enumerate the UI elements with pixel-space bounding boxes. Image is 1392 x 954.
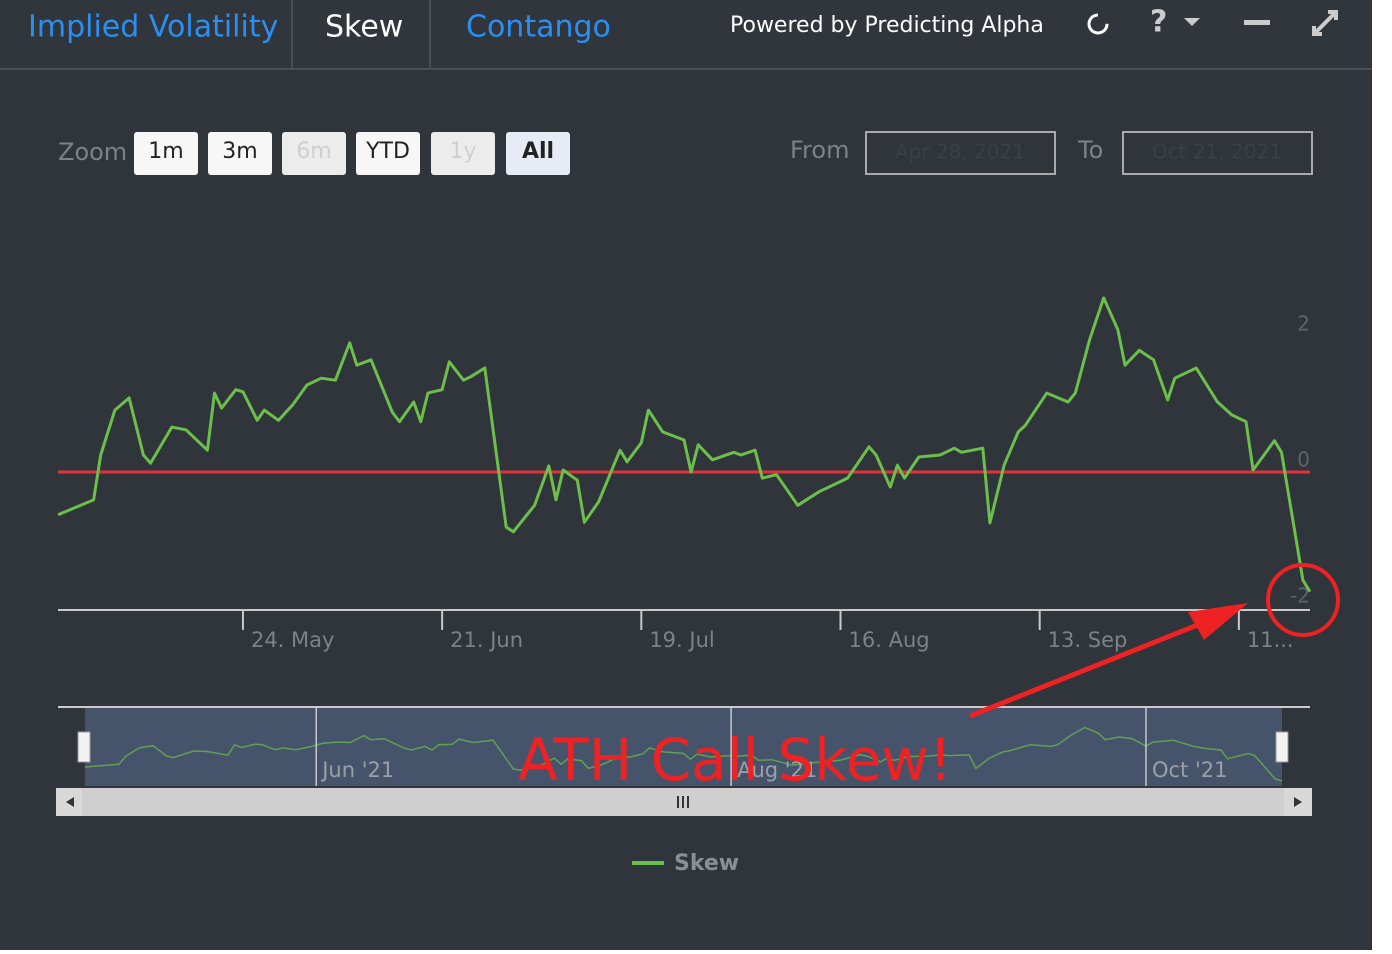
tab[interactable]: Implied Volatility <box>28 10 278 45</box>
loader-icon <box>1087 13 1109 35</box>
navigator-mask <box>85 708 1282 786</box>
arrow-shaft <box>969 621 1201 719</box>
highlight-circle <box>1266 563 1340 637</box>
y-tick-label: -2 <box>1290 584 1310 608</box>
x-tick-label: 13. Sep <box>1048 628 1128 652</box>
zoom-button-label[interactable]: All <box>522 139 554 164</box>
y-tick-label: 0 <box>1297 448 1310 472</box>
navigator-line <box>84 726 1283 782</box>
zoom-buttons: 1m 3m 6m YTD 1y All <box>134 132 570 175</box>
zoom-button-label[interactable]: 3m <box>222 139 257 164</box>
scroll-left[interactable] <box>66 797 74 807</box>
x-tick-label: 21. Jun <box>450 628 523 652</box>
help-icon[interactable]: ? <box>1150 5 1167 40</box>
x-tick-label: 24. May <box>251 628 334 652</box>
navigator-handle[interactable] <box>77 731 91 763</box>
zoom-button-label[interactable]: 6m <box>296 139 331 164</box>
scroll-right[interactable] <box>1294 797 1302 807</box>
zoom-button[interactable] <box>431 132 495 175</box>
legend: Skew <box>632 851 739 876</box>
expand-icon[interactable] <box>1312 10 1338 36</box>
navigator-tick-label: Oct '21 <box>1152 758 1227 782</box>
powered-by[interactable]: Powered by Predicting Alpha <box>730 13 1044 38</box>
tab[interactable]: Skew <box>325 10 403 45</box>
x-tick-label: 19. Jul <box>649 628 714 652</box>
zoom-button-label[interactable]: 1m <box>148 139 183 164</box>
annotation-layer: ATH Call Skew! <box>518 563 1340 794</box>
legend-label[interactable]: Skew <box>674 851 739 876</box>
annotation-text: ATH Call Skew! <box>518 726 952 794</box>
scroll-grip <box>677 796 689 808</box>
header <box>0 0 1372 68</box>
dropdown-caret[interactable] <box>1184 18 1200 26</box>
minimize-icon[interactable] <box>1244 20 1270 25</box>
to-input[interactable] <box>1122 131 1313 175</box>
to-value[interactable]: Oct 21, 2021 <box>1152 140 1282 164</box>
y-tick-label: 2 <box>1297 312 1310 336</box>
from-label: From <box>790 136 849 164</box>
x-tick-label: 16. Aug <box>849 628 930 652</box>
from-value[interactable]: Apr 28, 2021 <box>895 140 1025 164</box>
series-line <box>57 296 1312 593</box>
zoom-button-label[interactable]: YTD <box>365 139 410 164</box>
from-input[interactable] <box>865 131 1056 175</box>
navigator-handle[interactable] <box>1275 731 1289 763</box>
zoom-button[interactable] <box>208 132 272 175</box>
zoom-button[interactable] <box>134 132 198 175</box>
zoom-button[interactable] <box>282 132 346 175</box>
navigator-tick-label: Jun '21 <box>320 758 394 782</box>
navigator: Jun '21 Aug '21 Oct '21 <box>84 708 1283 786</box>
zoom-label: Zoom <box>58 138 127 166</box>
arrow-head <box>1188 603 1248 640</box>
zoom-button[interactable] <box>506 132 570 175</box>
zoom-button-label[interactable]: 1y <box>449 139 476 164</box>
tab[interactable]: Contango <box>466 10 611 45</box>
navigator-tick-label: Aug '21 <box>737 758 817 782</box>
zoom-button[interactable] <box>356 132 420 175</box>
to-label: To <box>1077 136 1103 164</box>
